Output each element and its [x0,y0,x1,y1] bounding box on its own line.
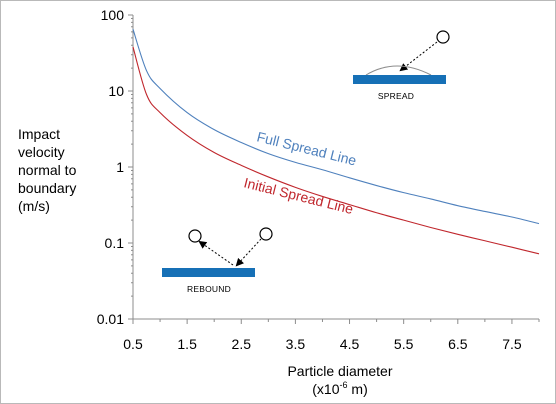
rebound-label: REBOUND [187,284,231,294]
spread-inset: SPREAD [353,30,450,101]
rebound-arrow-out-icon [198,240,234,266]
y-axis-ticks: 100 10 1 0.1 0.01 [97,7,133,327]
rebound-surface-icon [162,268,255,277]
x-tick-label: 3.5 [286,336,306,352]
y-axis-title-line-1: Impact [18,126,60,142]
y-tick-label: 100 [101,7,125,23]
x-axis-unit-exponent: -6 [340,380,348,390]
y-axis-title-line-5: (m/s) [18,198,50,214]
x-tick-label: 7.5 [502,336,522,352]
x-axis-title: Particle diameter [287,363,392,379]
rebound-droplet-incoming-icon [259,227,273,241]
y-axis-title: Impact velocity normal to boundary (m/s) [18,126,80,214]
x-tick-label: 1.5 [177,336,197,352]
spread-arrow-icon [399,41,438,72]
y-axis-title-line-4: boundary [18,180,76,196]
x-tick-label: 4.5 [340,336,360,352]
y-tick-label: 0.01 [97,311,124,327]
series-line-full-spread [132,29,540,225]
x-tick-label: 2.5 [232,336,252,352]
y-axis-title-line-3: normal to [18,162,77,178]
spread-label: SPREAD [378,91,414,101]
y-tick-label: 10 [108,83,124,99]
x-axis-unit-suffix: m) [348,381,368,397]
spread-droplet-icon [436,30,450,44]
y-axis-title-line-2: velocity [18,144,65,160]
x-tick-label: 5.5 [394,336,414,352]
x-tick-label: 0.5 [123,336,143,352]
spread-droplet-flattened-icon [365,65,432,76]
series-line-initial-spread [132,46,540,255]
rebound-arrow-in-icon [235,238,262,267]
series-label-initial-spread: Initial Spread Line [242,174,355,217]
x-axis-ticks: 0.5 1.5 2.5 3.5 4.5 5.5 6.5 7.5 [123,319,540,352]
rebound-droplet-outgoing-icon [188,229,202,243]
y-tick-label: 1 [116,159,124,175]
spread-surface-icon [353,75,446,84]
x-axis-unit: (x10-6 m) [312,380,367,397]
x-axis-unit-prefix: (x10 [312,381,339,397]
series-lines [132,29,540,255]
series-label-full-spread: Full Spread Line [255,128,358,168]
x-tick-label: 6.5 [448,336,468,352]
y-tick-label: 0.1 [105,235,125,251]
rebound-inset: REBOUND [162,227,273,294]
